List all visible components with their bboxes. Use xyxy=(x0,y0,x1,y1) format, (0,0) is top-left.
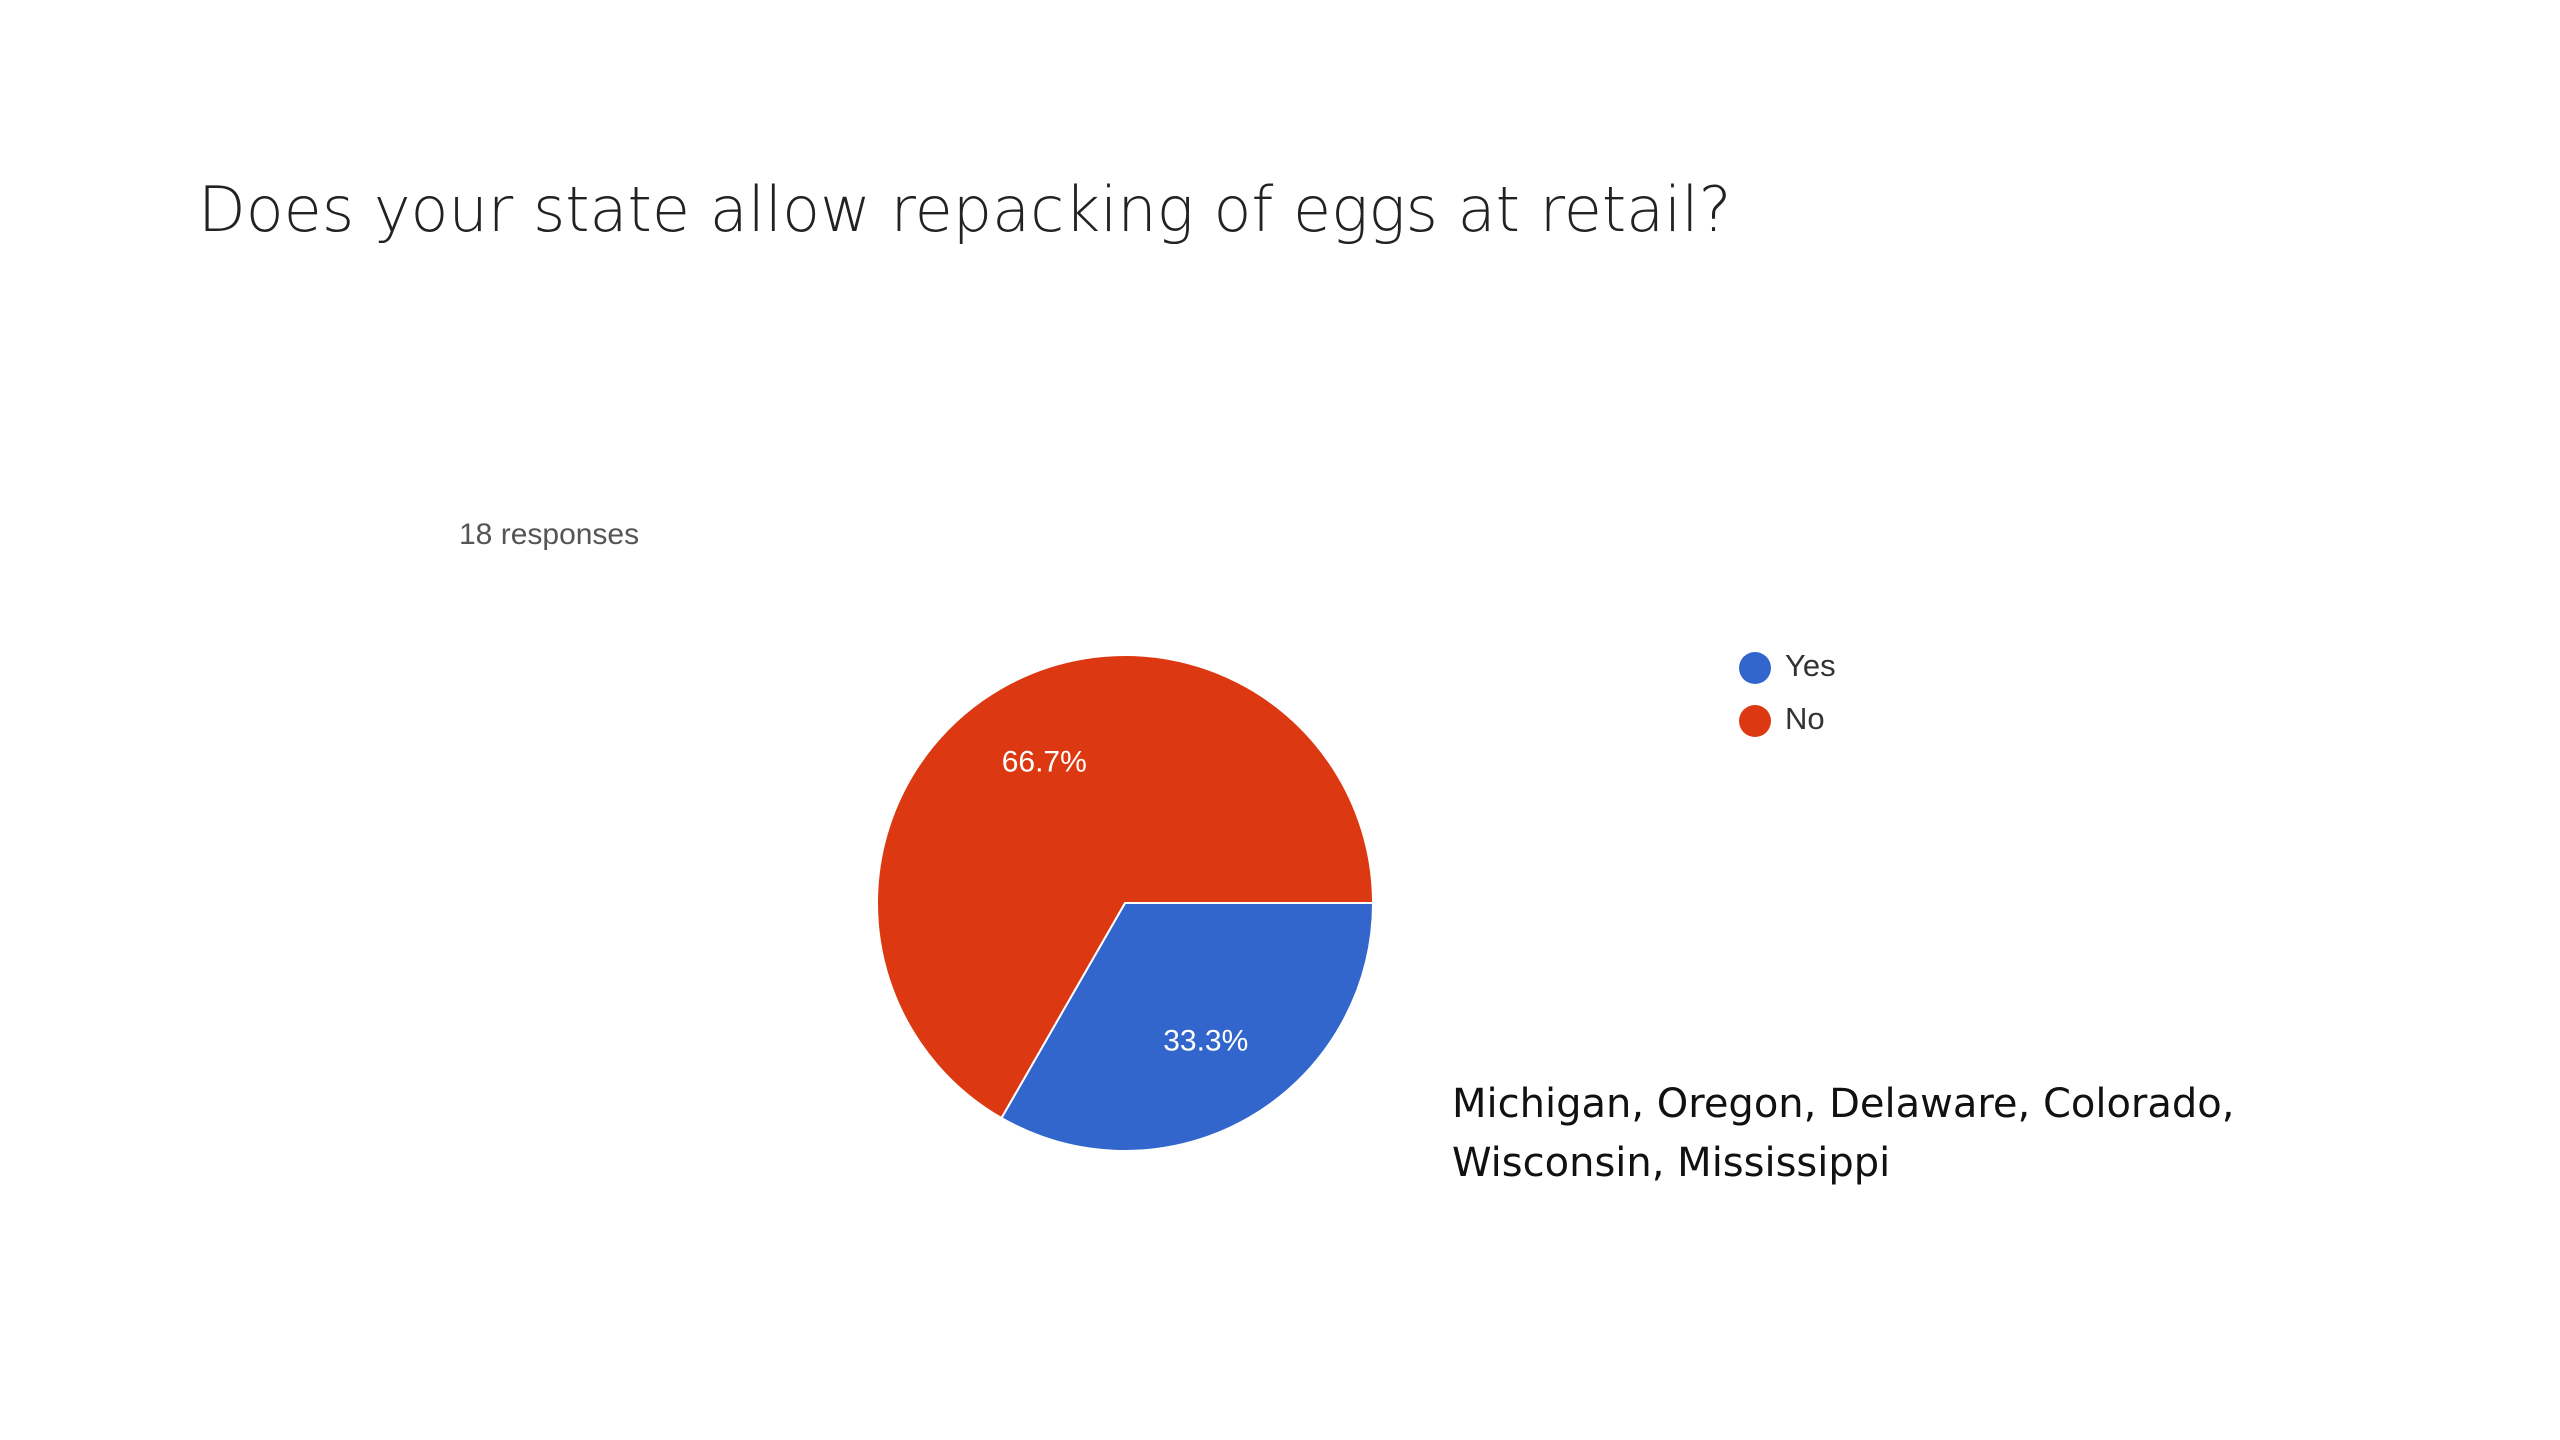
pie-slice xyxy=(876,653,1375,1120)
legend-label: Yes xyxy=(1785,648,1836,683)
legend-swatch xyxy=(1739,705,1771,737)
legend-label: No xyxy=(1785,701,1825,736)
slice-label: 66.7% xyxy=(1002,745,1087,778)
chart-subtitle: 18 responses xyxy=(459,518,639,551)
annotation: Michigan, Oregon, Delaware, Colorado, Wi… xyxy=(1452,1081,2235,1186)
pie-slice xyxy=(1000,902,1375,1152)
slice-label: 33.3% xyxy=(1163,1024,1248,1057)
chart-title: Does your state allow repacking of eggs … xyxy=(198,173,1732,246)
legend-swatch xyxy=(1739,652,1771,684)
